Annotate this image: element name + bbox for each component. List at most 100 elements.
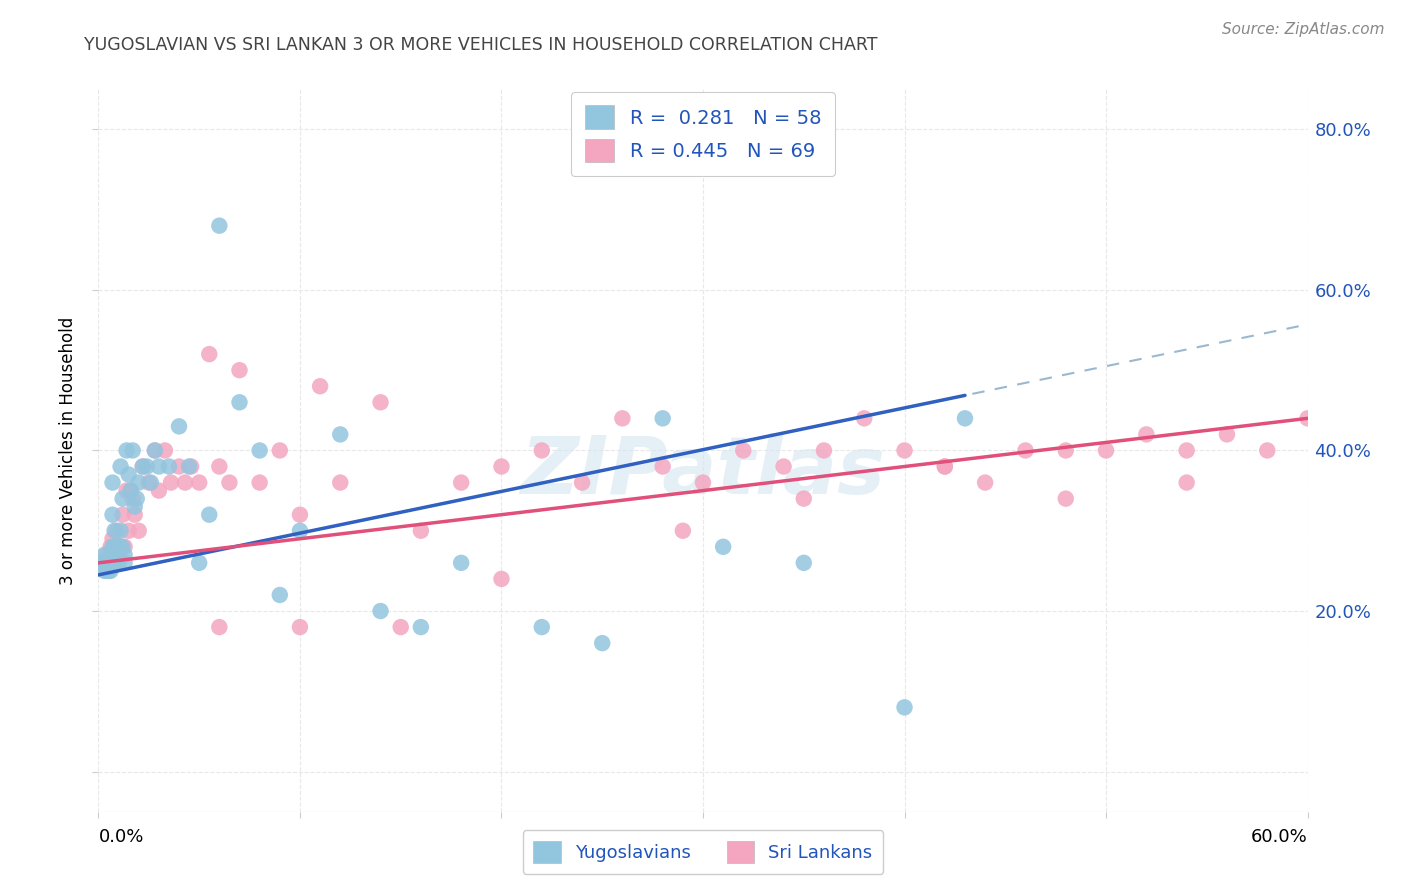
Point bbox=[188, 475, 211, 490]
Point bbox=[180, 459, 202, 474]
Point bbox=[110, 459, 132, 474]
Point bbox=[93, 564, 115, 578]
Point bbox=[491, 459, 513, 474]
Text: Source: ZipAtlas.com: Source: ZipAtlas.com bbox=[1222, 22, 1385, 37]
Point bbox=[530, 620, 553, 634]
Point bbox=[813, 443, 835, 458]
Point bbox=[114, 540, 136, 554]
Point bbox=[672, 524, 695, 538]
Point bbox=[692, 475, 714, 490]
Point bbox=[934, 459, 956, 474]
Point bbox=[96, 548, 118, 562]
Point bbox=[107, 540, 129, 554]
Point bbox=[143, 443, 166, 458]
Point bbox=[1014, 443, 1036, 458]
Point bbox=[571, 475, 593, 490]
Point bbox=[121, 491, 143, 506]
Point bbox=[974, 475, 997, 490]
Point bbox=[288, 620, 311, 634]
Point bbox=[93, 548, 115, 562]
Point bbox=[1296, 411, 1319, 425]
Point bbox=[1175, 475, 1198, 490]
Point bbox=[118, 524, 141, 538]
Point bbox=[114, 556, 136, 570]
Point bbox=[711, 540, 734, 554]
Point bbox=[208, 620, 231, 634]
Point bbox=[97, 564, 120, 578]
Point bbox=[111, 540, 134, 554]
Point bbox=[893, 700, 915, 714]
Point bbox=[111, 491, 134, 506]
Point bbox=[157, 459, 180, 474]
Point bbox=[148, 483, 170, 498]
Point bbox=[174, 475, 197, 490]
Point bbox=[101, 475, 124, 490]
Point bbox=[329, 475, 352, 490]
Point bbox=[128, 524, 150, 538]
Point bbox=[105, 540, 128, 554]
Point bbox=[793, 556, 815, 570]
Point bbox=[208, 219, 231, 233]
Point bbox=[114, 548, 136, 562]
Point bbox=[1256, 443, 1278, 458]
Point bbox=[101, 540, 124, 554]
Point bbox=[228, 363, 250, 377]
Point bbox=[120, 483, 142, 498]
Point bbox=[135, 459, 157, 474]
Point bbox=[793, 491, 815, 506]
Point bbox=[530, 443, 553, 458]
Text: YUGOSLAVIAN VS SRI LANKAN 3 OR MORE VEHICLES IN HOUSEHOLD CORRELATION CHART: YUGOSLAVIAN VS SRI LANKAN 3 OR MORE VEHI… bbox=[84, 36, 877, 54]
Point bbox=[651, 411, 673, 425]
Point bbox=[491, 572, 513, 586]
Point bbox=[148, 459, 170, 474]
Point bbox=[409, 620, 432, 634]
Point bbox=[953, 411, 976, 425]
Point bbox=[101, 532, 124, 546]
Point bbox=[128, 475, 150, 490]
Point bbox=[115, 483, 138, 498]
Point bbox=[733, 443, 755, 458]
Point bbox=[450, 556, 472, 570]
Point bbox=[103, 524, 125, 538]
Text: 60.0%: 60.0% bbox=[1251, 829, 1308, 847]
Point bbox=[370, 604, 392, 618]
Point bbox=[651, 459, 673, 474]
Point bbox=[167, 419, 190, 434]
Point bbox=[103, 540, 125, 554]
Point bbox=[115, 443, 138, 458]
Point bbox=[110, 540, 132, 554]
Point bbox=[100, 564, 122, 578]
Point bbox=[124, 500, 146, 514]
Point bbox=[139, 475, 162, 490]
Point bbox=[1175, 443, 1198, 458]
Point bbox=[772, 459, 794, 474]
Text: 0.0%: 0.0% bbox=[98, 829, 143, 847]
Point bbox=[1216, 427, 1239, 442]
Point bbox=[118, 467, 141, 482]
Point bbox=[591, 636, 613, 650]
Point bbox=[105, 524, 128, 538]
Point bbox=[198, 508, 221, 522]
Point bbox=[103, 556, 125, 570]
Point bbox=[100, 548, 122, 562]
Point bbox=[389, 620, 412, 634]
Point bbox=[228, 395, 250, 409]
Point bbox=[1054, 491, 1077, 506]
Point bbox=[853, 411, 876, 425]
Point bbox=[93, 556, 115, 570]
Point bbox=[143, 443, 166, 458]
Point bbox=[132, 459, 155, 474]
Point bbox=[138, 475, 160, 490]
Point bbox=[167, 459, 190, 474]
Text: ZIPatlas: ZIPatlas bbox=[520, 434, 886, 511]
Point bbox=[111, 508, 134, 522]
Point bbox=[91, 556, 114, 570]
Point bbox=[110, 524, 132, 538]
Point bbox=[101, 508, 124, 522]
Point bbox=[269, 443, 291, 458]
Point bbox=[124, 508, 146, 522]
Point bbox=[121, 443, 143, 458]
Point bbox=[288, 524, 311, 538]
Point bbox=[97, 556, 120, 570]
Point bbox=[288, 508, 311, 522]
